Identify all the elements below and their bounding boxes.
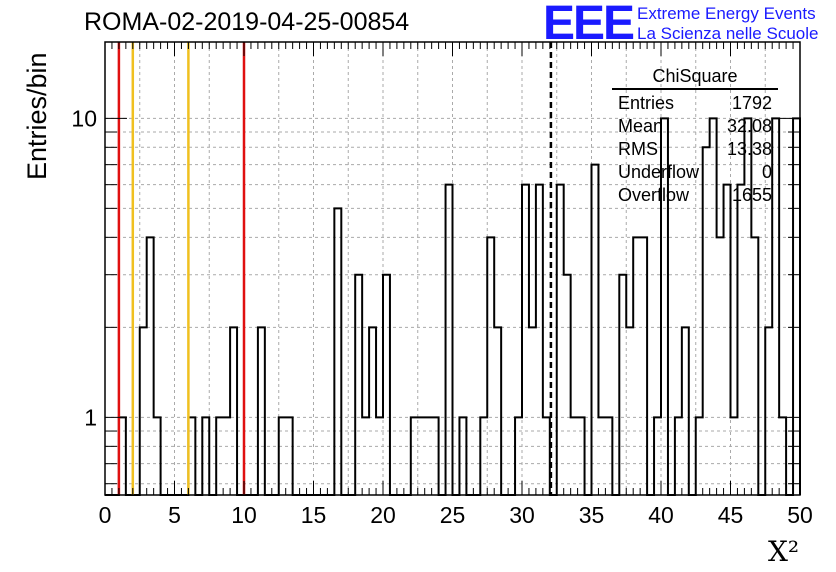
- stats-row-underflow: Underflow 0: [612, 161, 778, 184]
- x-tick-label: 25: [440, 502, 466, 528]
- x-tick-label: 45: [718, 502, 744, 528]
- stats-label: Underflow: [618, 162, 700, 182]
- stats-label: Mean: [618, 116, 664, 136]
- stats-row-rms: RMS 13.38: [612, 138, 778, 161]
- histogram-bin: [369, 327, 376, 495]
- x-tick-label: 15: [301, 502, 327, 528]
- histogram-bin: [640, 237, 647, 495]
- x-tick-label: 10: [231, 502, 257, 528]
- eee-logo: EEE: [543, 0, 635, 50]
- histogram-bin: [682, 327, 689, 495]
- y-tick-label: 10: [71, 105, 97, 131]
- stats-value: 32.08: [726, 116, 772, 136]
- x-tick-label: 0: [99, 502, 112, 528]
- histogram-bin: [230, 327, 237, 495]
- histogram-bin: [383, 275, 390, 495]
- x-tick-label: 50: [787, 502, 813, 528]
- marker-lines: [117, 42, 553, 495]
- histogram-bin: [737, 185, 744, 495]
- x-tick-label: 40: [648, 502, 674, 528]
- logo-line-1: Extreme Energy Events: [637, 4, 816, 23]
- histogram-bin: [564, 275, 571, 495]
- x-tick-label: 30: [509, 502, 535, 528]
- stats-title: ChiSquare: [612, 66, 778, 90]
- x-axis-label: X²: [768, 535, 800, 568]
- histogram-bin: [522, 185, 529, 495]
- histogram-bin: [557, 185, 564, 495]
- stats-value: 1792: [731, 93, 772, 113]
- histogram-bin: [494, 327, 501, 495]
- histogram-bars: [105, 117, 801, 496]
- histogram-bin: [633, 237, 640, 495]
- stats-row-mean: Mean 32.08: [612, 115, 778, 138]
- histogram-bin: [258, 327, 265, 495]
- histogram-bin: [529, 327, 536, 495]
- histogram-bin: [487, 237, 494, 495]
- stats-label: Entries: [618, 93, 675, 113]
- stats-label: Overflow: [618, 185, 690, 205]
- x-tick-label: 20: [370, 502, 396, 528]
- histogram-bin: [765, 327, 772, 495]
- y-tick-label: 1: [84, 404, 97, 430]
- histogram-bin: [717, 237, 724, 495]
- histogram-bin: [626, 327, 633, 495]
- x-tick-label: 5: [168, 502, 181, 528]
- histogram-bin: [355, 275, 362, 495]
- stats-value: 0: [761, 162, 772, 182]
- histogram-bin: [536, 185, 543, 495]
- stats-label: RMS: [618, 139, 658, 159]
- histogram-bin: [592, 165, 599, 495]
- stats-row-entries: Entries 1792: [612, 92, 778, 115]
- histogram-bin: [147, 237, 154, 495]
- x-tick-label: 35: [579, 502, 605, 528]
- stats-value: 1655: [731, 185, 772, 205]
- chart-title: ROMA-02-2019-04-25-00854: [84, 8, 410, 36]
- histogram-bin: [619, 275, 626, 495]
- histogram-bin: [793, 118, 800, 495]
- stats-value: 13.38: [726, 139, 772, 159]
- histogram-bin: [724, 185, 731, 495]
- stats-row-overflow: Overflow 1655: [612, 184, 778, 207]
- axes: 0 5 10 15 20 25 30 35 40 45 50 1 10: [71, 41, 813, 528]
- histogram-bin: [446, 185, 453, 495]
- stats-box: ChiSquare Entries 1792 Mean 32.08 RMS 13…: [612, 66, 778, 207]
- logo-line-2: La Scienza nelle Scuole: [637, 24, 819, 43]
- histogram-outline: [105, 117, 801, 496]
- histogram-bin: [334, 208, 341, 495]
- histogram-bin: [751, 237, 758, 495]
- grid: [105, 42, 800, 495]
- y-axis-label: Entries/bin: [22, 52, 52, 180]
- histogram-bin: [140, 327, 147, 495]
